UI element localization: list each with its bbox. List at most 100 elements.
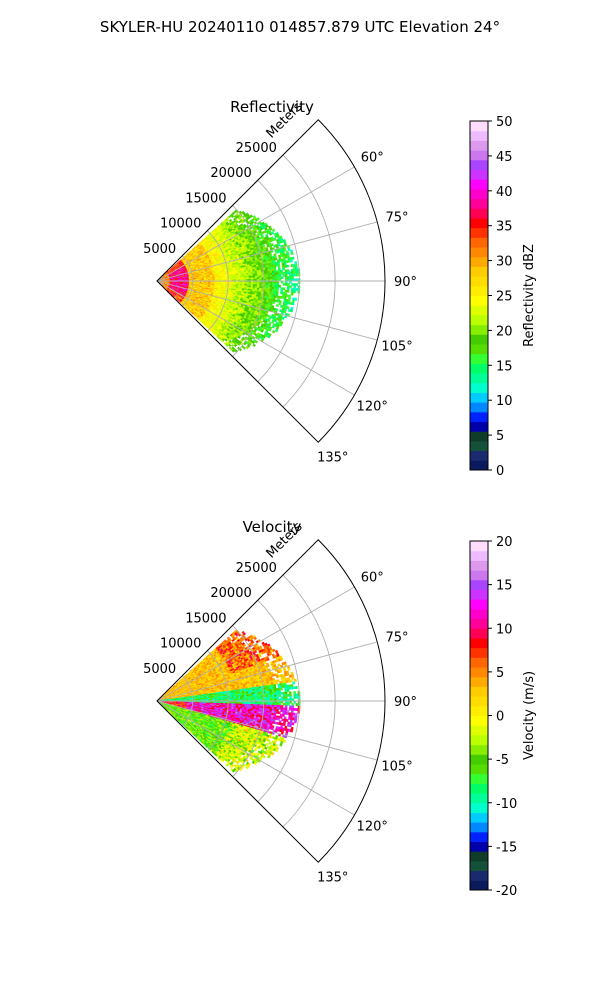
radar-gate bbox=[295, 273, 299, 277]
radar-gate bbox=[265, 284, 269, 288]
colorbar-swatch bbox=[470, 431, 488, 442]
radar-gate bbox=[293, 271, 296, 275]
radar-gate bbox=[256, 217, 260, 221]
azimuth-tick-label: 75° bbox=[386, 211, 409, 226]
radar-gate bbox=[267, 282, 271, 286]
radar-gate bbox=[271, 272, 275, 276]
radar-gate bbox=[284, 271, 288, 275]
range-tick-label: 10000 bbox=[160, 217, 201, 232]
colorbar-swatch bbox=[470, 373, 488, 384]
colorbar-tick-label: 30 bbox=[496, 255, 513, 270]
colorbar-swatch bbox=[470, 237, 488, 248]
radar-gate bbox=[291, 287, 294, 291]
reflectivity-title: Reflectivity bbox=[230, 98, 314, 116]
radar-gate bbox=[278, 269, 281, 273]
radar-gate bbox=[286, 306, 290, 310]
radar-gate bbox=[274, 274, 277, 278]
radar-gate bbox=[272, 274, 275, 278]
range-tick-label: 15000 bbox=[185, 191, 226, 206]
colorbar-swatch bbox=[470, 208, 488, 219]
radar-gate bbox=[274, 257, 278, 261]
radar-gate bbox=[290, 292, 294, 296]
radar-gate bbox=[278, 274, 282, 277]
colorbar-tick-label: 45 bbox=[496, 150, 513, 165]
radar-gate bbox=[293, 290, 296, 294]
radar-gate bbox=[267, 319, 271, 323]
radar-gate bbox=[293, 287, 296, 291]
azimuth-tick-label: 60° bbox=[361, 151, 384, 166]
radar-gate bbox=[274, 272, 277, 276]
radar-gate bbox=[276, 284, 279, 288]
radar-gate bbox=[284, 273, 288, 277]
colorbar-tick-label: 40 bbox=[496, 185, 513, 200]
colorbar-swatch bbox=[470, 353, 488, 364]
radar-gate bbox=[274, 328, 279, 333]
radar-gate bbox=[274, 282, 277, 286]
radar-gate bbox=[286, 264, 290, 268]
radar-gate bbox=[283, 310, 287, 314]
colorbar-swatch bbox=[470, 343, 488, 355]
radar-gate bbox=[278, 285, 282, 288]
radar-gate bbox=[287, 283, 290, 286]
colorbar-swatch bbox=[470, 402, 488, 413]
colorbar-swatch bbox=[470, 266, 488, 277]
radar-gate bbox=[289, 259, 293, 263]
radar-gate bbox=[276, 276, 280, 280]
radar-gate bbox=[273, 237, 277, 241]
radar-gate bbox=[265, 274, 269, 278]
radar-gate bbox=[277, 243, 281, 247]
radar-gate bbox=[257, 275, 260, 278]
radar-gate bbox=[280, 271, 284, 275]
radar-gate bbox=[295, 270, 299, 274]
colorbar-swatch bbox=[470, 179, 488, 190]
range-tick-label: 5000 bbox=[143, 242, 176, 257]
radar-gate bbox=[265, 273, 269, 276]
radar-gate bbox=[242, 277, 245, 280]
radar-gate bbox=[257, 277, 260, 280]
radar-gate bbox=[248, 277, 252, 280]
radar-gate bbox=[271, 320, 275, 324]
radar-gate bbox=[250, 277, 254, 280]
radar-gate bbox=[273, 270, 277, 274]
radar-gate bbox=[291, 283, 294, 286]
radar-gate bbox=[286, 289, 290, 293]
colorbar-swatch bbox=[470, 460, 488, 471]
azimuth-tick-label: 105° bbox=[381, 339, 412, 354]
radar-gate bbox=[269, 272, 273, 276]
radar-gate bbox=[271, 325, 275, 329]
colorbar-tick-label: 10 bbox=[496, 394, 513, 409]
colorbar-swatch bbox=[470, 363, 488, 374]
colorbar-swatch bbox=[470, 198, 488, 209]
range-tick-label: 25000 bbox=[236, 141, 277, 156]
radar-gate bbox=[295, 283, 299, 287]
radar-gate bbox=[273, 319, 278, 323]
radar-gate bbox=[284, 276, 288, 279]
colorbar-swatch bbox=[470, 421, 488, 432]
radar-gate bbox=[259, 275, 262, 278]
colorbar-swatch bbox=[470, 188, 488, 200]
colorbar-swatch bbox=[470, 382, 488, 393]
radar-gate bbox=[290, 251, 294, 256]
radar-gate bbox=[290, 309, 294, 313]
radar-gate bbox=[272, 301, 276, 305]
colorbar-swatch bbox=[470, 140, 488, 151]
radar-gate bbox=[286, 271, 290, 275]
figure-suptitle: SKYLER-HU 20240110 014857.879 UTC Elevat… bbox=[100, 18, 500, 36]
radar-gate bbox=[295, 288, 299, 292]
radar-gate bbox=[283, 248, 287, 252]
radar-gate bbox=[287, 285, 290, 289]
colorbar-swatch bbox=[470, 305, 488, 316]
radar-gate bbox=[271, 228, 276, 232]
radar-gate bbox=[265, 276, 269, 280]
radar-gate bbox=[252, 277, 256, 280]
radar-gate bbox=[270, 276, 273, 280]
radar-gate bbox=[294, 297, 298, 301]
radar-gate bbox=[269, 274, 273, 278]
reflectivity-azimuth-ticks: 60°75°90°105°120°135° bbox=[317, 151, 417, 466]
colorbar-swatch bbox=[470, 411, 488, 423]
radar-gate bbox=[287, 276, 290, 279]
radar-gate bbox=[291, 271, 294, 275]
colorbar-tick-label: 20 bbox=[496, 324, 513, 339]
